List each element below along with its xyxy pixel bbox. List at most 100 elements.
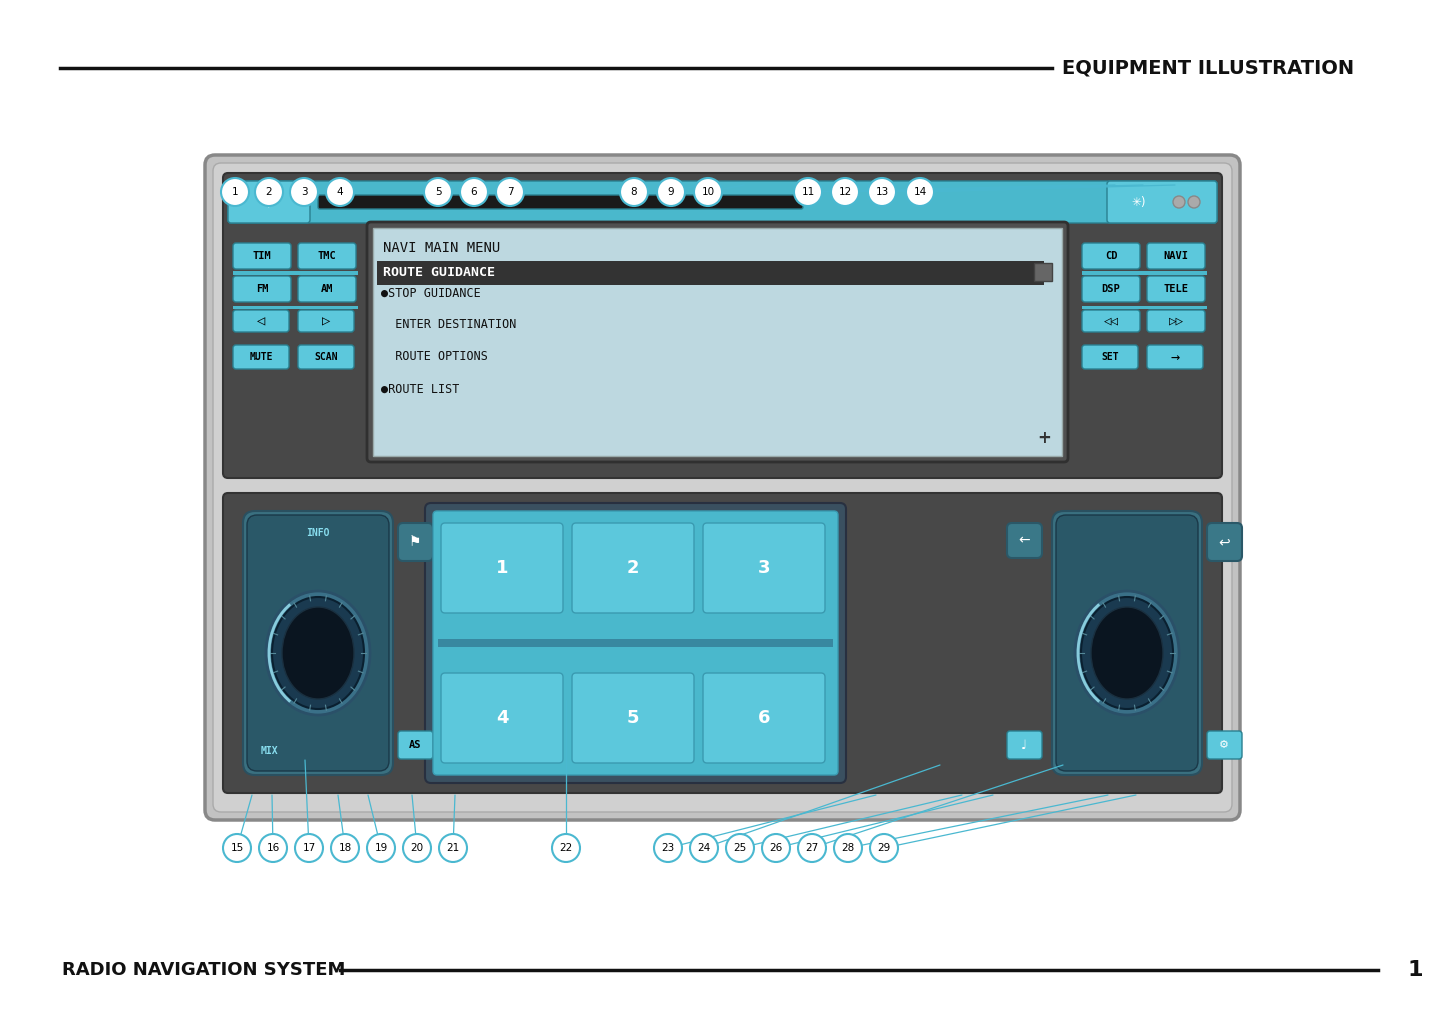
- Circle shape: [295, 834, 324, 862]
- FancyBboxPatch shape: [1147, 243, 1205, 269]
- Text: 9: 9: [668, 187, 675, 197]
- Text: 6: 6: [471, 187, 477, 197]
- Circle shape: [655, 834, 682, 862]
- Text: 1: 1: [1407, 960, 1423, 980]
- Text: NAVI: NAVI: [1163, 251, 1188, 261]
- FancyBboxPatch shape: [1056, 515, 1198, 771]
- FancyBboxPatch shape: [233, 276, 290, 302]
- FancyBboxPatch shape: [233, 345, 289, 369]
- FancyBboxPatch shape: [212, 163, 1233, 812]
- Circle shape: [868, 178, 896, 206]
- Text: 11: 11: [802, 187, 815, 197]
- Circle shape: [223, 834, 251, 862]
- Text: INFO: INFO: [306, 528, 329, 538]
- Circle shape: [1188, 196, 1199, 208]
- Text: 26: 26: [769, 843, 783, 853]
- Circle shape: [906, 178, 933, 206]
- Circle shape: [834, 834, 863, 862]
- FancyBboxPatch shape: [441, 523, 564, 613]
- Ellipse shape: [1081, 597, 1173, 709]
- Text: ⚙: ⚙: [1220, 740, 1230, 750]
- FancyBboxPatch shape: [572, 673, 694, 764]
- Text: 17: 17: [302, 843, 315, 853]
- Bar: [1082, 271, 1207, 275]
- Text: 4: 4: [337, 187, 344, 197]
- Text: 28: 28: [841, 843, 854, 853]
- Circle shape: [793, 178, 822, 206]
- FancyBboxPatch shape: [318, 195, 803, 209]
- FancyBboxPatch shape: [397, 523, 434, 561]
- Text: 25: 25: [734, 843, 747, 853]
- Text: ●ROUTE LIST: ●ROUTE LIST: [381, 383, 460, 396]
- Bar: [233, 306, 358, 309]
- Text: 7: 7: [507, 187, 513, 197]
- FancyBboxPatch shape: [704, 523, 825, 613]
- FancyBboxPatch shape: [1007, 731, 1042, 759]
- Text: CD: CD: [1105, 251, 1117, 261]
- Text: MIX: MIX: [262, 746, 279, 756]
- Text: AS: AS: [409, 740, 422, 750]
- Circle shape: [831, 178, 858, 206]
- Text: ▼: ▼: [263, 194, 275, 210]
- Circle shape: [552, 834, 579, 862]
- Circle shape: [439, 834, 467, 862]
- Text: RADIO NAVIGATION SYSTEM: RADIO NAVIGATION SYSTEM: [62, 961, 345, 979]
- FancyBboxPatch shape: [1147, 310, 1205, 332]
- Circle shape: [460, 178, 488, 206]
- Text: AM: AM: [321, 284, 334, 294]
- Text: SCAN: SCAN: [314, 352, 338, 362]
- Text: 15: 15: [230, 843, 244, 853]
- Circle shape: [367, 834, 394, 862]
- Circle shape: [403, 834, 431, 862]
- Bar: [373, 228, 1062, 456]
- FancyBboxPatch shape: [425, 503, 845, 783]
- Circle shape: [290, 178, 318, 206]
- FancyBboxPatch shape: [298, 276, 355, 302]
- Ellipse shape: [1075, 591, 1179, 715]
- FancyBboxPatch shape: [367, 222, 1068, 462]
- Bar: [438, 639, 832, 647]
- Text: TELE: TELE: [1163, 284, 1188, 294]
- Text: ←: ←: [1019, 533, 1030, 547]
- Circle shape: [725, 834, 754, 862]
- Text: 1: 1: [231, 187, 238, 197]
- Text: ROUTE OPTIONS: ROUTE OPTIONS: [381, 350, 488, 363]
- Text: DSP: DSP: [1101, 284, 1120, 294]
- Circle shape: [254, 178, 283, 206]
- Text: 18: 18: [338, 843, 351, 853]
- Text: FM: FM: [256, 284, 269, 294]
- Bar: [377, 261, 1043, 285]
- FancyBboxPatch shape: [223, 173, 1222, 478]
- Text: 5: 5: [435, 187, 441, 197]
- Circle shape: [327, 178, 354, 206]
- Text: 16: 16: [266, 843, 280, 853]
- Text: ✳): ✳): [1131, 195, 1146, 209]
- Text: +: +: [1038, 429, 1051, 447]
- Text: SET: SET: [1101, 352, 1118, 362]
- Text: 22: 22: [559, 843, 572, 853]
- Bar: [1035, 263, 1052, 281]
- FancyBboxPatch shape: [397, 731, 434, 759]
- Text: EQUIPMENT ILLUSTRATION: EQUIPMENT ILLUSTRATION: [1062, 58, 1354, 77]
- Circle shape: [1173, 196, 1185, 208]
- FancyBboxPatch shape: [1147, 345, 1204, 369]
- Text: ↩: ↩: [1218, 535, 1230, 549]
- Text: 3: 3: [757, 559, 770, 577]
- Text: 2: 2: [627, 559, 639, 577]
- Circle shape: [694, 178, 722, 206]
- Text: 10: 10: [701, 187, 715, 197]
- Text: 5: 5: [627, 709, 639, 727]
- Text: 2: 2: [266, 187, 272, 197]
- Text: 14: 14: [913, 187, 926, 197]
- Text: ●STOP GUIDANCE: ●STOP GUIDANCE: [381, 286, 481, 299]
- Circle shape: [423, 178, 452, 206]
- FancyBboxPatch shape: [1147, 276, 1205, 302]
- FancyBboxPatch shape: [1107, 181, 1217, 223]
- Ellipse shape: [282, 607, 354, 699]
- FancyBboxPatch shape: [1082, 276, 1140, 302]
- Text: 29: 29: [877, 843, 890, 853]
- Ellipse shape: [1091, 607, 1163, 699]
- Ellipse shape: [272, 597, 364, 709]
- Circle shape: [620, 178, 647, 206]
- FancyBboxPatch shape: [1207, 523, 1243, 561]
